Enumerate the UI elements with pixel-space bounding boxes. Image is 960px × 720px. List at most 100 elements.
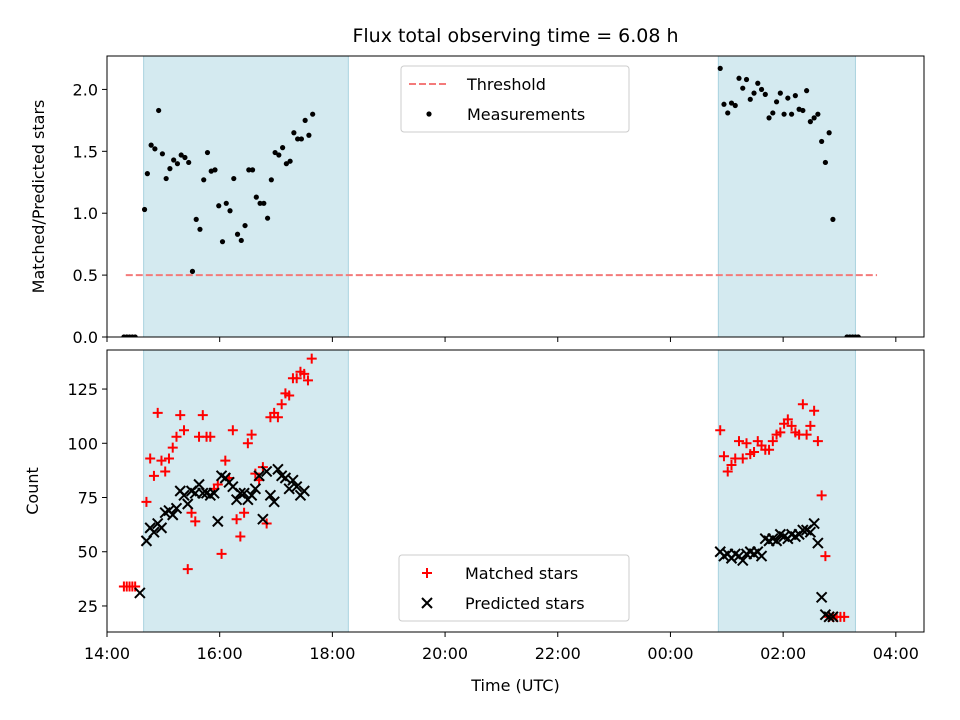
matched-star-point [216, 548, 227, 559]
y-tick-label: 25 [78, 597, 98, 616]
measurement-point [186, 159, 192, 166]
measurement-point [144, 170, 150, 177]
predicted-star-point [253, 470, 265, 482]
predicted-star-point [264, 489, 277, 502]
measurement-point [762, 91, 768, 97]
predicted-star-point [182, 498, 194, 510]
predicted-star-point [298, 485, 310, 497]
measurement-point [219, 239, 226, 245]
matched-star-point [816, 490, 827, 501]
measurement-point [227, 208, 233, 214]
matched-star-point [231, 514, 242, 525]
matched-star-point [175, 410, 186, 421]
matched-star-point [148, 470, 159, 481]
measurement-point [238, 237, 244, 244]
predicted-star-point [208, 487, 220, 499]
matched-star-point [749, 446, 760, 457]
predicted-star-point [155, 522, 168, 534]
measurement-point [728, 100, 735, 106]
matched-star-point [190, 516, 201, 527]
measurement-point [212, 167, 218, 173]
measurement-point [189, 268, 196, 274]
measurement-point [272, 149, 278, 156]
measurement-point [152, 146, 158, 152]
matched-star-point [227, 425, 238, 436]
shaded-interval [143, 56, 349, 337]
x-tick-label: 02:00 [760, 644, 806, 663]
measurement-point [770, 110, 776, 116]
matched-star-point [220, 455, 231, 466]
measurement-point [148, 142, 154, 148]
measurement-point [815, 111, 821, 117]
predicted-star-point [812, 537, 824, 549]
measurement-point [751, 90, 757, 96]
y-tick-label: 0.5 [73, 266, 98, 285]
predicted-star-point [178, 489, 190, 502]
measurement-point [171, 157, 177, 163]
matched-star-point [722, 466, 733, 477]
measurement-point [830, 216, 836, 223]
matched-star-point [767, 436, 778, 447]
matched-star-point [242, 438, 253, 449]
legend-label: Threshold [466, 75, 546, 94]
measurement-point [204, 149, 211, 156]
x-axis-label: Time (UTC) [470, 676, 559, 695]
measurement-point [310, 111, 316, 117]
measurement-point [291, 130, 297, 136]
predicted-star-point [808, 517, 820, 530]
chart-title: Flux total observing time = 6.08 h [352, 25, 678, 47]
measurement-point [773, 99, 780, 105]
measurement-point [792, 93, 798, 99]
matched-star-point [820, 551, 831, 562]
matched-star-point [145, 453, 156, 464]
y-tick-label: 1.5 [73, 142, 98, 161]
measurement-point [788, 111, 795, 117]
matched-star-point [152, 407, 163, 418]
measurement-point [234, 231, 241, 237]
predicted-star-point [804, 526, 817, 538]
matched-star-point [186, 507, 197, 518]
y-tick-label: 100 [67, 434, 98, 453]
measurement-point [261, 200, 267, 206]
predicted-star-point [167, 509, 179, 521]
measurement-point [826, 130, 832, 136]
matched-star-point [786, 420, 797, 431]
measurement-point [159, 151, 166, 157]
matched-star-point [167, 442, 178, 453]
measurement-point [740, 85, 746, 91]
predicted-star-point [827, 611, 839, 623]
measurement-point [717, 65, 723, 71]
measurement-point [132, 334, 138, 337]
x-tick-label: 18:00 [309, 644, 355, 663]
plot-area [118, 353, 850, 623]
predicted-star-point [257, 513, 269, 525]
matched-star-point [734, 436, 745, 447]
matched-star-point [801, 429, 812, 440]
measurement-point [777, 90, 783, 96]
top-panel: 0.0 0.5 1.0 1.5 2.0 Matched/Predicted stars Th… [29, 55, 925, 347]
predicted-star-point [260, 465, 273, 478]
measurement-point [785, 95, 791, 101]
matched-star-point [250, 468, 261, 479]
measurement-point [283, 161, 289, 167]
predicted-star-point [245, 489, 258, 502]
measurement-point [193, 216, 199, 223]
measurement-point [800, 107, 806, 114]
measurement-point [242, 222, 248, 229]
predicted-star-point [249, 483, 262, 495]
axes-frame [106, 349, 925, 633]
measurement-point [231, 175, 237, 182]
measurement-point [257, 200, 263, 206]
predicted-star-point [170, 502, 183, 515]
measurement-point [725, 110, 731, 116]
matched-star-point [171, 431, 182, 442]
measurement-point [855, 334, 861, 337]
matched-star-point [812, 436, 823, 447]
y-tick-label: 50 [78, 543, 98, 562]
matched-star-point [302, 375, 313, 386]
y-axis-label: Matched/Predicted stars [29, 100, 48, 294]
measurement-point [822, 159, 828, 166]
measurement-point [167, 166, 173, 172]
matched-star-point [197, 410, 208, 421]
matched-star-point [782, 414, 793, 425]
